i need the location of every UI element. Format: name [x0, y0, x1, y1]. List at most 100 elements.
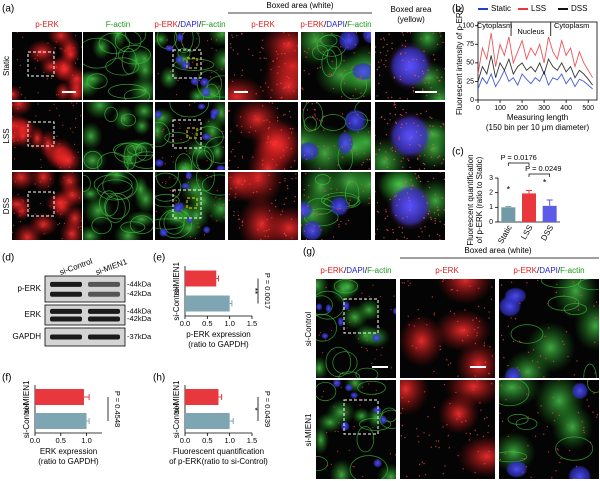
speckle	[324, 190, 326, 192]
speckle	[505, 399, 507, 401]
channel-name: /	[558, 266, 561, 275]
actin-fiber	[355, 367, 379, 378]
speckle	[402, 108, 404, 111]
speckle	[409, 144, 411, 146]
speckle	[504, 452, 507, 455]
speckle	[77, 151, 79, 153]
speckle	[283, 168, 286, 170]
micrograph	[228, 32, 298, 100]
speckle	[311, 115, 314, 117]
channel-name: p-ERK	[300, 20, 324, 29]
speckle	[490, 298, 493, 300]
speckle	[355, 320, 357, 322]
speckle	[410, 136, 413, 138]
speckle	[73, 157, 75, 159]
actin-fiber	[325, 346, 352, 378]
y-tick-label: si-Control	[172, 286, 181, 320]
speckle	[80, 226, 82, 228]
speckle	[222, 130, 224, 133]
legend-label: DSS	[571, 4, 587, 13]
speckle	[332, 236, 335, 238]
speckle	[230, 47, 232, 49]
speckle	[354, 88, 357, 90]
speckle	[272, 143, 275, 146]
speckle	[430, 218, 432, 221]
speckle	[426, 94, 428, 97]
cell-signal	[379, 415, 387, 425]
speckle	[433, 370, 435, 373]
speckle	[443, 223, 445, 226]
x-axis-label: of p-ERK(ratio to si-Control)	[169, 457, 268, 466]
speckle	[12, 93, 13, 95]
speckle	[295, 173, 297, 175]
speckle	[402, 157, 404, 159]
speckle	[306, 52, 308, 54]
speckle	[338, 470, 340, 472]
region-label: Nucleus	[517, 27, 544, 36]
speckle	[382, 46, 385, 48]
speckle	[13, 212, 15, 214]
speckle	[338, 223, 340, 226]
speckle	[263, 119, 265, 122]
roi-box	[172, 189, 202, 219]
channel-name: /	[199, 20, 202, 29]
speckle	[189, 123, 191, 125]
speckle	[593, 392, 595, 394]
speckle	[283, 32, 285, 34]
speckle	[395, 122, 398, 125]
speckle	[358, 196, 360, 198]
speckle	[77, 58, 79, 60]
micrograph	[316, 380, 396, 479]
speckle	[218, 85, 220, 88]
speckle	[352, 95, 354, 97]
speckle	[356, 153, 358, 156]
speckle	[415, 428, 418, 430]
cell-signal	[55, 146, 82, 170]
speckle	[421, 70, 424, 73]
channel-name: /	[537, 266, 540, 275]
speckle	[339, 207, 341, 210]
micrograph	[155, 32, 225, 100]
speckle	[261, 39, 264, 41]
speckle	[410, 188, 412, 190]
actin-fiber	[314, 174, 331, 186]
speckle	[326, 464, 328, 467]
speckle	[237, 166, 239, 169]
speckle	[376, 68, 379, 71]
speckle	[402, 59, 404, 62]
speckle	[428, 235, 431, 237]
speckle	[206, 174, 208, 177]
actin-fiber	[316, 313, 338, 342]
speckle	[174, 199, 176, 201]
blot-band	[50, 308, 82, 314]
speckle	[293, 200, 295, 203]
actin-fiber	[321, 49, 338, 77]
speckle	[537, 279, 539, 282]
speckle	[315, 102, 318, 104]
plot-frame	[477, 21, 598, 101]
speckle	[75, 118, 77, 120]
speckle	[420, 227, 422, 229]
speckle	[268, 121, 271, 123]
speckle	[391, 47, 393, 50]
speckle	[217, 87, 219, 89]
cell-signal	[504, 287, 527, 305]
actin-fiber	[127, 143, 153, 157]
speckle	[277, 120, 279, 122]
speckle	[34, 67, 36, 69]
speckle	[394, 195, 396, 198]
speckle	[488, 372, 490, 375]
speckle	[354, 397, 356, 400]
actin-fiber	[174, 32, 194, 53]
speckle	[314, 113, 316, 115]
speckle	[57, 223, 59, 226]
speckle	[422, 162, 425, 165]
speckle	[29, 143, 31, 145]
cell-signal	[190, 76, 200, 86]
speckle	[81, 46, 82, 48]
speckle	[63, 64, 65, 66]
speckle	[338, 226, 340, 228]
speckle	[242, 220, 244, 222]
speckle	[407, 280, 409, 282]
cell-signal	[185, 172, 193, 180]
